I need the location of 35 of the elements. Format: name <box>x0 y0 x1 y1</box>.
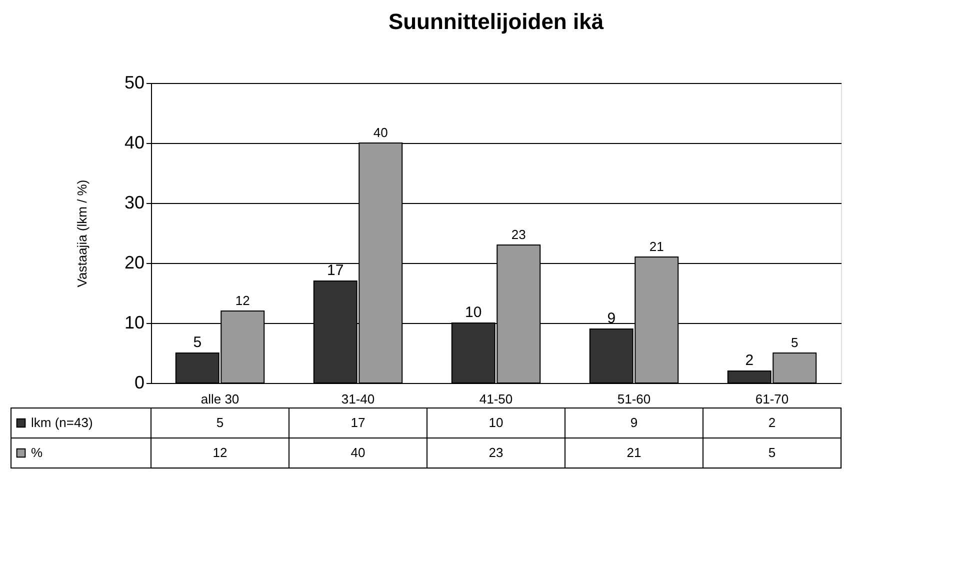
x-tick-label: 61-70 <box>755 392 789 406</box>
x-tick-label: 41-50 <box>479 392 513 406</box>
text: 40 <box>350 445 366 460</box>
text: 5 <box>216 415 224 430</box>
text: 21 <box>626 445 642 460</box>
text: 5 <box>768 445 776 460</box>
data-label: 40 <box>373 125 388 140</box>
y-tick-label: 40 <box>124 132 144 152</box>
y-tick-label: 50 <box>124 72 144 92</box>
data-label: 17 <box>327 262 344 279</box>
text: 10 <box>488 415 504 430</box>
text: 17 <box>350 415 366 430</box>
data-label: 10 <box>465 304 482 321</box>
data-label: 9 <box>607 310 616 327</box>
legend-label: % <box>31 445 43 460</box>
text: 12 <box>212 445 228 460</box>
y-tick-label: 30 <box>124 192 144 212</box>
y-tick-label: 20 <box>124 252 144 272</box>
y-tick-label: 0 <box>134 372 144 392</box>
data-label: 5 <box>193 334 202 351</box>
y-tick-label: 10 <box>124 312 144 332</box>
data-label: 12 <box>235 293 250 308</box>
chart-title: Suunnittelijoiden ikä <box>388 9 604 34</box>
x-tick-label: alle 30 <box>200 392 240 406</box>
data-label: 23 <box>511 227 526 242</box>
y-axis-title: Vastaajia (lkm / %) <box>74 180 90 288</box>
x-tick-label: 51-60 <box>617 392 651 406</box>
data-label: 2 <box>745 352 754 369</box>
x-tick-label: 31-40 <box>341 392 375 406</box>
data-label: 21 <box>649 239 664 254</box>
text: 2 <box>768 415 776 430</box>
legend-label: lkm (n=43) <box>31 415 93 430</box>
text: 23 <box>488 445 504 460</box>
data-label: 5 <box>791 335 798 350</box>
text: 9 <box>630 415 638 430</box>
